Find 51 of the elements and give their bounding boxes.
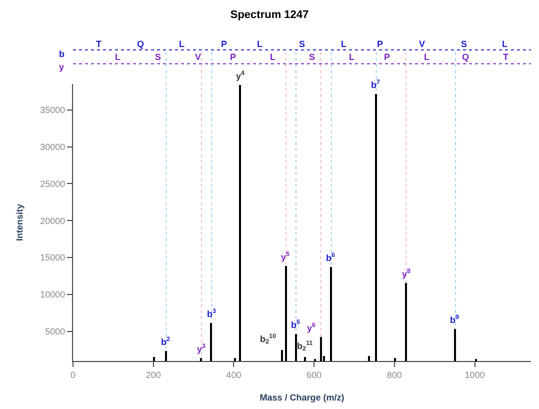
y-tick-label: 5000 xyxy=(45,326,66,337)
text: L xyxy=(341,39,347,49)
y-axis-title: Intensity xyxy=(14,204,25,242)
text: L xyxy=(424,52,430,62)
text: L xyxy=(257,39,263,49)
y-tick-label: 10000 xyxy=(40,290,66,300)
text: S xyxy=(155,52,162,62)
annotation: b$^{2}$ xyxy=(161,336,170,347)
text: L xyxy=(179,39,185,49)
text: b xyxy=(59,49,65,59)
x-tick-label: 400 xyxy=(226,370,242,380)
annotation: y$^{5}$ xyxy=(281,251,290,262)
text: L xyxy=(115,52,121,62)
text: Q xyxy=(462,52,470,62)
text: Q xyxy=(137,39,144,49)
annotation: y$^{8}$ xyxy=(402,268,412,279)
annotation: y$^{6}$ xyxy=(307,322,316,333)
text: S xyxy=(461,39,468,49)
text: P xyxy=(377,39,384,49)
text: V xyxy=(195,52,202,62)
annotation: b$^{7}$ xyxy=(371,79,380,90)
y-tick-label: 15000 xyxy=(40,252,66,263)
x-axis-title: Mass / Charge (m/z) xyxy=(260,392,344,403)
x-tick-label: 0 xyxy=(70,370,76,380)
y-tick-label: 20000 xyxy=(40,216,66,226)
x-tick-label: 800 xyxy=(386,370,402,380)
y-tick-label: 35000 xyxy=(40,105,66,115)
x-tick-label: 200 xyxy=(146,370,161,380)
annotation: b$^{6}$ xyxy=(326,252,336,263)
text: S xyxy=(309,52,316,62)
y-tick-label: 30000 xyxy=(40,142,66,152)
annotation: b$^{3}$ xyxy=(207,308,216,319)
text: L xyxy=(270,52,276,62)
text: y xyxy=(59,62,64,72)
annotation: b$^{5}$ xyxy=(291,319,300,330)
annotation: b$^{9}$ xyxy=(450,314,460,325)
text: T xyxy=(503,52,509,62)
text: P xyxy=(221,39,228,49)
text: V xyxy=(419,39,426,49)
text: T xyxy=(96,39,102,49)
annotation: y$^{4}$ xyxy=(236,70,246,81)
text: P xyxy=(384,52,390,62)
text: P xyxy=(230,52,236,62)
text: L xyxy=(349,52,355,62)
text: S xyxy=(299,39,306,49)
chart-title: Spectrum 1247 xyxy=(230,8,309,21)
x-tick-label: 600 xyxy=(306,370,322,380)
x-tick-label: 1000 xyxy=(464,370,485,380)
y-tick-label: 25000 xyxy=(40,178,66,189)
text: L xyxy=(502,39,508,49)
annotation: y$^{3}$ xyxy=(197,343,206,354)
